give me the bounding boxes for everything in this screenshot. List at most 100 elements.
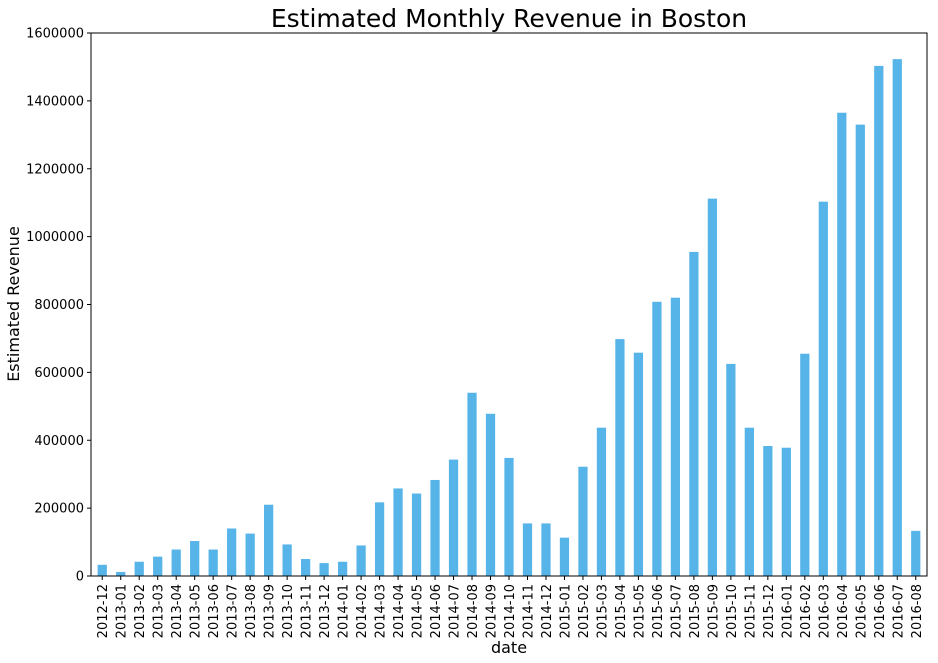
bar-2014-04 (393, 488, 403, 576)
x-tick-label: 2016-01 (780, 584, 795, 638)
bar-2013-05 (190, 541, 200, 576)
bar-2015-02 (578, 466, 588, 576)
x-tick-label: 2015-09 (706, 584, 721, 638)
plot-frame (90, 32, 928, 577)
x-tick-label: 2013-11 (300, 584, 315, 638)
y-tick-label: 0 (76, 570, 84, 585)
bars-group (97, 59, 921, 577)
bar-2014-08 (467, 392, 477, 576)
bar-2016-02 (800, 353, 810, 576)
bar-2013-12 (319, 563, 329, 576)
x-tick-label: 2013-04 (170, 584, 185, 638)
x-tick-label: 2015-06 (651, 584, 666, 638)
bar-2014-07 (448, 459, 459, 576)
y-tick-label: 1200000 (26, 162, 84, 177)
bar-2014-09 (485, 413, 496, 576)
x-tick-label: 2014-09 (485, 584, 500, 638)
x-tick-label: 2015-03 (595, 584, 610, 638)
x-tick-label: 2016-04 (836, 584, 851, 638)
bar-2015-04 (615, 339, 625, 576)
x-tick-label: 2015-07 (669, 584, 684, 638)
bar-2014-12 (541, 523, 551, 576)
y-tick-label: 1000000 (26, 230, 84, 245)
x-tick-label: 2014-02 (355, 584, 370, 638)
x-tick-label: 2015-11 (743, 584, 758, 638)
bar-2013-03 (153, 556, 163, 576)
bar-2013-08 (245, 533, 255, 576)
chart-title: Estimated Monthly Revenue in Boston (271, 4, 747, 33)
bar-2013-10 (282, 544, 292, 576)
x-tick-label: 2012-12 (96, 584, 111, 638)
bar-2015-07 (670, 297, 681, 576)
x-tick-label: 2014-11 (521, 584, 536, 638)
x-tick-label: 2013-01 (115, 584, 130, 638)
x-tick-label: 2014-01 (337, 584, 352, 638)
x-tick-label: 2015-12 (762, 584, 777, 638)
bar-2015-06 (652, 301, 662, 576)
x-tick-label: 2016-08 (910, 584, 925, 638)
bar-2012-12 (97, 564, 107, 576)
bar-2013-01 (116, 571, 126, 576)
bar-2014-03 (374, 502, 385, 576)
x-tick-label: 2016-05 (854, 584, 869, 638)
x-tick-label: 2013-02 (133, 584, 148, 638)
bar-2013-02 (134, 561, 144, 576)
bar-2015-08 (689, 251, 699, 576)
bar-2013-04 (171, 549, 181, 576)
bar-2016-01 (781, 447, 791, 576)
x-tick-label: 2014-04 (392, 584, 407, 638)
bar-2015-05 (633, 352, 644, 576)
x-tick-label: 2013-10 (281, 584, 296, 638)
bar-2016-08 (911, 530, 921, 576)
bar-2016-05 (855, 124, 865, 576)
bar-2016-06 (874, 65, 884, 577)
x-tick-label: 2014-05 (411, 584, 426, 638)
x-tick-label: 2015-04 (614, 584, 629, 638)
x-tick-label: 2014-03 (374, 584, 389, 638)
y-tick-label: 400000 (34, 434, 84, 449)
x-tick-label: 2013-12 (318, 584, 333, 638)
y-axis-ticks: 0 200000 400000 600000 800000 1000000 1200000 1… (26, 27, 91, 585)
x-tick-label: 2014-12 (540, 584, 555, 638)
bar-2015-01 (559, 537, 570, 576)
y-tick-label: 1400000 (26, 94, 84, 109)
bar-2014-05 (411, 493, 422, 576)
bar-2013-11 (301, 559, 311, 576)
bar-2014-02 (356, 545, 366, 576)
bar-2016-04 (837, 112, 847, 576)
x-tick-label: 2015-08 (688, 584, 703, 638)
bar-2015-03 (596, 427, 607, 576)
y-tick-label: 200000 (34, 502, 84, 517)
bar-2014-06 (430, 479, 440, 576)
x-tick-label: 2013-05 (189, 584, 204, 638)
bar-2014-11 (522, 523, 533, 576)
bar-2014-01 (337, 561, 348, 576)
x-tick-label: 2014-06 (429, 584, 444, 638)
x-tick-label: 2016-07 (891, 584, 906, 638)
x-tick-label: 2016-06 (873, 584, 888, 638)
x-tick-label: 2014-10 (503, 584, 518, 638)
x-tick-label: 2015-02 (577, 584, 592, 638)
bar-2016-03 (818, 201, 828, 577)
x-tick-label: 2016-03 (817, 584, 832, 638)
y-tick-label: 800000 (34, 298, 84, 313)
x-tick-label: 2014-08 (466, 584, 481, 638)
x-tick-label: 2013-09 (263, 584, 278, 638)
y-tick-label: 1600000 (26, 27, 84, 42)
x-tick-label: 2015-05 (632, 584, 647, 638)
x-tick-label: 2013-06 (207, 584, 222, 638)
bar-2013-09 (264, 504, 274, 576)
bar-2016-07 (892, 59, 902, 576)
bar-2013-06 (208, 549, 218, 576)
x-tick-label: 2015-10 (725, 584, 740, 638)
x-axis-ticks: 2012-12 2013-01 2013-02 2013-03 2013-04 2013-… (96, 576, 925, 638)
y-tick-label: 600000 (34, 366, 84, 381)
x-tick-label: 2014-07 (448, 584, 463, 638)
x-tick-label: 2013-03 (152, 584, 167, 638)
bar-2015-10 (726, 363, 736, 576)
x-tick-label: 2015-01 (558, 584, 573, 638)
bar-2015-09 (707, 198, 717, 576)
y-axis-label: Estimated Revenue (4, 226, 23, 382)
x-axis-label: date (491, 638, 527, 657)
